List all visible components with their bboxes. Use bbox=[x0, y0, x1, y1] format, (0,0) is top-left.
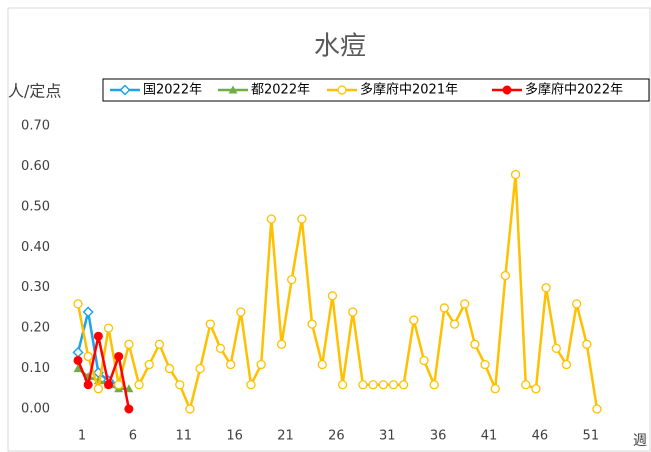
marker bbox=[398, 380, 409, 390]
marker bbox=[592, 404, 602, 414]
marker bbox=[337, 380, 348, 390]
y-tick-label: 0.10 bbox=[21, 361, 50, 376]
marker bbox=[228, 85, 238, 94]
marker bbox=[134, 380, 144, 390]
y-tick-label: 0.50 bbox=[21, 199, 50, 214]
marker bbox=[83, 380, 93, 390]
marker bbox=[297, 214, 307, 224]
marker bbox=[500, 270, 511, 281]
x-tick-label: 26 bbox=[328, 429, 345, 444]
marker bbox=[154, 339, 165, 349]
marker bbox=[368, 380, 378, 390]
marker bbox=[82, 306, 94, 318]
marker bbox=[114, 380, 124, 390]
marker bbox=[480, 359, 490, 370]
marker bbox=[429, 380, 439, 390]
legend-label: 都2022年 bbox=[251, 83, 310, 98]
marker bbox=[276, 339, 287, 349]
marker bbox=[246, 380, 256, 390]
marker bbox=[419, 355, 429, 366]
marker bbox=[83, 351, 93, 362]
marker bbox=[378, 380, 388, 390]
marker bbox=[104, 380, 114, 390]
marker bbox=[337, 85, 347, 95]
marker bbox=[93, 331, 103, 341]
x-tick-label: 11 bbox=[175, 429, 192, 444]
legend-label: 多摩府中2021年 bbox=[360, 82, 458, 98]
chart-title: 水痘 bbox=[314, 32, 366, 62]
marker bbox=[348, 307, 358, 317]
marker bbox=[307, 319, 317, 329]
marker bbox=[103, 323, 114, 333]
marker bbox=[510, 169, 521, 180]
marker bbox=[409, 315, 419, 325]
marker bbox=[205, 319, 215, 329]
marker bbox=[93, 384, 104, 394]
marker bbox=[327, 291, 338, 301]
x-tick-label: 1 bbox=[78, 429, 86, 444]
marker bbox=[114, 351, 124, 361]
marker bbox=[439, 303, 450, 313]
x-tick-label: 6 bbox=[129, 429, 137, 444]
marker bbox=[287, 274, 297, 285]
x-tick-label: 36 bbox=[430, 429, 447, 444]
marker bbox=[185, 404, 195, 414]
marker bbox=[521, 380, 531, 390]
marker bbox=[73, 299, 83, 309]
marker bbox=[144, 359, 154, 370]
y-tick-label: 0.20 bbox=[21, 321, 50, 336]
marker bbox=[531, 384, 541, 394]
x-tick-label: 46 bbox=[532, 429, 549, 444]
marker bbox=[124, 404, 134, 414]
marker bbox=[358, 380, 368, 390]
marker bbox=[124, 384, 134, 393]
x-tick-label: 21 bbox=[277, 429, 294, 444]
marker bbox=[470, 339, 480, 349]
marker bbox=[73, 355, 83, 365]
marker bbox=[164, 363, 175, 374]
y-tick-label: 0.70 bbox=[21, 119, 50, 134]
legend-box bbox=[102, 78, 650, 102]
marker bbox=[460, 299, 470, 309]
marker bbox=[73, 364, 83, 373]
marker bbox=[215, 343, 226, 354]
marker bbox=[571, 299, 582, 309]
y-tick-label: 0.60 bbox=[21, 159, 50, 174]
marker bbox=[541, 283, 551, 293]
marker bbox=[256, 359, 266, 370]
marker bbox=[124, 339, 134, 349]
marker bbox=[119, 84, 131, 96]
x-tick-label: 41 bbox=[481, 429, 498, 444]
x-axis-label: 週 bbox=[633, 433, 647, 449]
y-tick-label: 0.00 bbox=[21, 402, 50, 417]
marker bbox=[175, 380, 185, 390]
y-tick-label: 0.30 bbox=[21, 280, 50, 295]
marker bbox=[195, 363, 205, 374]
marker bbox=[317, 359, 327, 370]
marker bbox=[449, 319, 460, 329]
marker bbox=[236, 307, 246, 317]
marker bbox=[502, 85, 512, 95]
x-tick-label: 16 bbox=[226, 429, 243, 444]
marker bbox=[561, 359, 572, 370]
y-tick-label: 0.40 bbox=[21, 240, 50, 255]
y-axis-label: 人/定点 bbox=[8, 82, 61, 101]
x-tick-label: 51 bbox=[583, 429, 600, 444]
marker bbox=[266, 214, 277, 224]
x-tick-label: 31 bbox=[379, 429, 396, 444]
marker bbox=[388, 380, 399, 390]
legend-label: 国2022年 bbox=[143, 83, 202, 98]
marker bbox=[551, 343, 561, 354]
marker bbox=[582, 339, 592, 349]
marker bbox=[225, 359, 236, 370]
series-line bbox=[76, 173, 599, 411]
legend-label: 多摩府中2022年 bbox=[525, 82, 623, 98]
chart-border bbox=[7, 7, 651, 452]
marker bbox=[490, 384, 500, 394]
